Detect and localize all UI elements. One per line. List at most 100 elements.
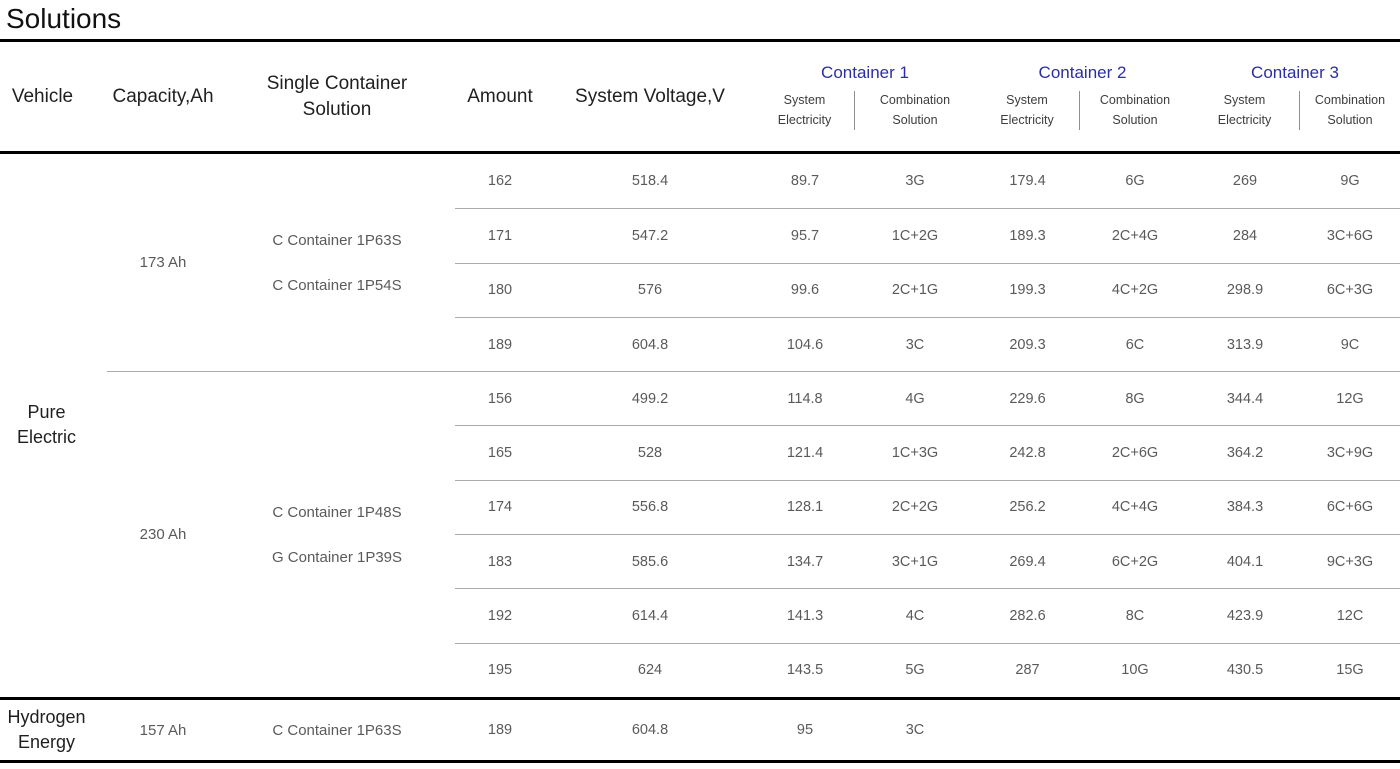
system-voltage-value: 499.2 xyxy=(545,371,755,425)
container2-combination-value xyxy=(1080,700,1190,760)
container2-electricity-value: 199.3 xyxy=(975,262,1080,317)
system-voltage-value: 528 xyxy=(545,425,755,479)
solution-name: C Container 1P63S xyxy=(272,721,402,739)
container1-subheader-electricity: System Electricity xyxy=(755,91,855,130)
container3-electricity-value: 404.1 xyxy=(1190,534,1300,588)
solution-name: C Container 1P54S xyxy=(272,276,402,294)
amount-value: 162 xyxy=(487,173,513,190)
container1-combination-value: 1C+2G xyxy=(855,208,975,262)
container3-combination-value: 3C+9G xyxy=(1300,425,1400,479)
capacity-230ah: 230 Ah xyxy=(107,371,219,697)
container1-combination-value: 2C+1G xyxy=(855,262,975,317)
amount-value: 171 xyxy=(455,208,545,262)
container2-combination-value: 6G xyxy=(1125,173,1145,190)
container3-combination-value: 9C xyxy=(1300,316,1400,371)
system-voltage-value: 585.6 xyxy=(545,534,755,588)
vehicle-hydrogen-energy: Hydrogen Energy xyxy=(7,707,86,752)
container2-combination-value: 6C+2G xyxy=(1080,534,1190,588)
container3-electricity-value: 364.2 xyxy=(1190,425,1300,479)
vehicle-pure-electric: Pure Electric xyxy=(16,402,76,448)
amount-value: 183 xyxy=(455,534,545,588)
solution-name: C Container 1P48S xyxy=(272,503,402,521)
container1-electricity-value: 95.7 xyxy=(755,208,855,262)
container2-combination-value: 8C xyxy=(1080,588,1190,642)
container1-combination-value: 4G xyxy=(855,371,975,425)
amount-value: 174 xyxy=(455,479,545,534)
solution-group-173ah: C Container 1P63S C Container 1P54S xyxy=(219,154,455,371)
table-header: Vehicle Capacity,Ah Single Container Sol… xyxy=(0,42,1400,154)
amount-value: 189 xyxy=(487,722,513,738)
container3-electricity-value: 423.9 xyxy=(1190,588,1300,642)
container2-combination-value: 6C xyxy=(1080,316,1190,371)
container2-combination-value: 4C+4G xyxy=(1080,479,1190,534)
system-voltage-value: 614.4 xyxy=(545,588,755,642)
column-group-container1: Container 1 System Electricity Combinati… xyxy=(755,42,975,151)
container3-combination-value: 12C xyxy=(1300,588,1400,642)
container1-electricity-value: 89.7 xyxy=(790,173,820,190)
system-voltage-value: 547.2 xyxy=(545,208,755,262)
container1-electricity-value: 95 xyxy=(796,722,814,738)
container3-combination-value: 15G xyxy=(1300,642,1400,697)
container2-combination-value: 2C+6G xyxy=(1080,425,1190,479)
container1-electricity-value: 134.7 xyxy=(755,534,855,588)
container3-electricity-value: 298.9 xyxy=(1190,262,1300,317)
container1-subheader-combination: Combination Solution xyxy=(879,93,951,127)
container1-combination-value: 3C xyxy=(905,722,925,738)
amount-value: 156 xyxy=(455,371,545,425)
column-header-voltage: System Voltage,V xyxy=(575,85,725,107)
container1-combination-value: 5G xyxy=(855,642,975,697)
container2-electricity-value: 242.8 xyxy=(975,425,1080,479)
container1-combination-value: 3G xyxy=(905,173,925,190)
container1-electricity-value: 114.8 xyxy=(755,371,855,425)
container3-electricity-value: 313.9 xyxy=(1190,316,1300,371)
container1-combination-value: 2C+2G xyxy=(855,479,975,534)
container3-electricity-value: 430.5 xyxy=(1190,642,1300,697)
amount-value: 192 xyxy=(455,588,545,642)
amount-value: 180 xyxy=(455,262,545,317)
container1-electricity-value: 104.6 xyxy=(755,316,855,371)
system-voltage-value: 604.8 xyxy=(631,722,669,738)
container1-combination-value: 4C xyxy=(855,588,975,642)
container3-combination-value: 9C+3G xyxy=(1300,534,1400,588)
system-voltage-value: 624 xyxy=(545,642,755,697)
container2-electricity-value: 209.3 xyxy=(975,316,1080,371)
container1-electricity-value: 141.3 xyxy=(755,588,855,642)
container1-subheaders: System Electricity Combination Solution xyxy=(755,91,975,130)
column-header-amount: Amount xyxy=(467,85,533,107)
container3-subheaders: System Electricity Combination Solution xyxy=(1190,91,1400,130)
container1-title: Container 1 xyxy=(821,63,909,83)
container2-electricity-value xyxy=(975,700,1080,760)
hydrogen-energy-section: Hydrogen Energy 157 Ah C Container 1P63S… xyxy=(0,697,1400,763)
container2-electricity-value: 282.6 xyxy=(975,588,1080,642)
container1-electricity-value: 99.6 xyxy=(755,262,855,317)
container2-combination-value: 8G xyxy=(1080,371,1190,425)
solution-group-230ah: C Container 1P48S G Container 1P39S xyxy=(219,371,455,697)
container3-electricity-value: 269 xyxy=(1232,173,1258,190)
amount-value: 165 xyxy=(455,425,545,479)
container2-subheaders: System Electricity Combination Solution xyxy=(975,91,1190,130)
container1-electricity-value: 128.1 xyxy=(755,479,855,534)
amount-value: 189 xyxy=(455,316,545,371)
container2-electricity-value: 256.2 xyxy=(975,479,1080,534)
container3-combination-value: 6C+6G xyxy=(1300,479,1400,534)
container2-combination-value: 4C+2G xyxy=(1080,262,1190,317)
container3-subheader-combination: Combination Solution xyxy=(1314,93,1386,127)
container3-electricity-value: 344.4 xyxy=(1190,371,1300,425)
container3-combination-value: 9G xyxy=(1340,173,1360,190)
system-voltage-value: 556.8 xyxy=(545,479,755,534)
container3-subheader-electricity: System Electricity xyxy=(1190,91,1300,130)
column-header-solution: Single Container Solution xyxy=(266,72,408,120)
solution-name: G Container 1P39S xyxy=(271,548,403,566)
container3-combination-value: 6C+3G xyxy=(1300,262,1400,317)
container1-combination-value: 3C xyxy=(855,316,975,371)
container3-combination-value: 3C+6G xyxy=(1300,208,1400,262)
column-header-capacity: Capacity,Ah xyxy=(112,85,214,107)
system-voltage-value: 604.8 xyxy=(545,316,755,371)
pure-electric-section: Pure Electric 173 Ah C Container 1P63S C… xyxy=(0,154,1400,697)
container1-combination-value: 1C+3G xyxy=(855,425,975,479)
column-group-container3: Container 3 System Electricity Combinati… xyxy=(1190,42,1400,151)
container2-subheader-combination: Combination Solution xyxy=(1099,93,1171,127)
container3-electricity-value: 284 xyxy=(1190,208,1300,262)
container2-electricity-value: 229.6 xyxy=(975,371,1080,425)
